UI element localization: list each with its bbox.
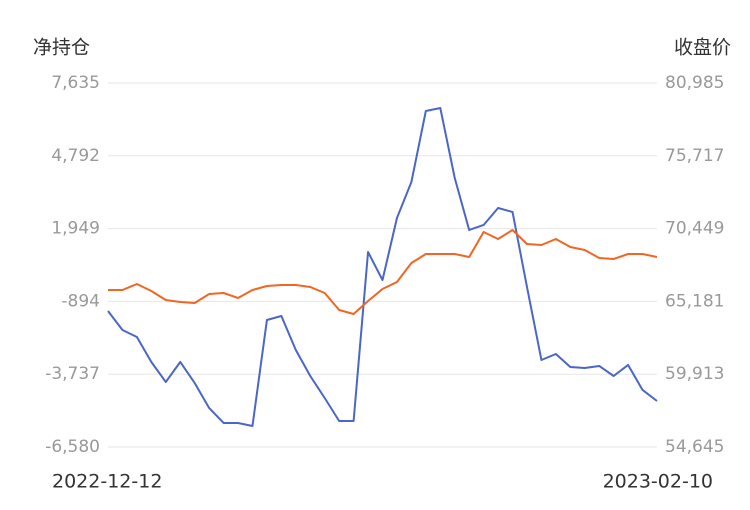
y2-tick-label: 59,913	[665, 364, 724, 384]
series-line	[107, 106, 658, 427]
y-axis-title: 净持仓	[33, 37, 90, 59]
series-line	[108, 228, 658, 315]
y-tick-label: 4,792	[51, 146, 100, 166]
y-tick-label: 1,949	[51, 219, 100, 239]
y2-tick-label: 54,645	[665, 437, 724, 457]
y-tick-label: 7,635	[51, 73, 100, 93]
x-tick-label: 2022-12-12	[52, 471, 162, 493]
y-tick-label: -3,737	[45, 364, 100, 384]
y2-tick-label: 70,449	[665, 219, 724, 239]
y2-tick-label: 75,717	[665, 146, 724, 166]
y2-tick-label: 80,985	[665, 73, 724, 93]
y2-axis-title: 收盘价	[674, 37, 731, 59]
y-tick-label: -894	[61, 291, 100, 311]
x-tick-label: 2023-02-10	[603, 471, 713, 493]
y-tick-label: -6,580	[45, 437, 100, 457]
y2-tick-label: 65,181	[665, 291, 724, 311]
